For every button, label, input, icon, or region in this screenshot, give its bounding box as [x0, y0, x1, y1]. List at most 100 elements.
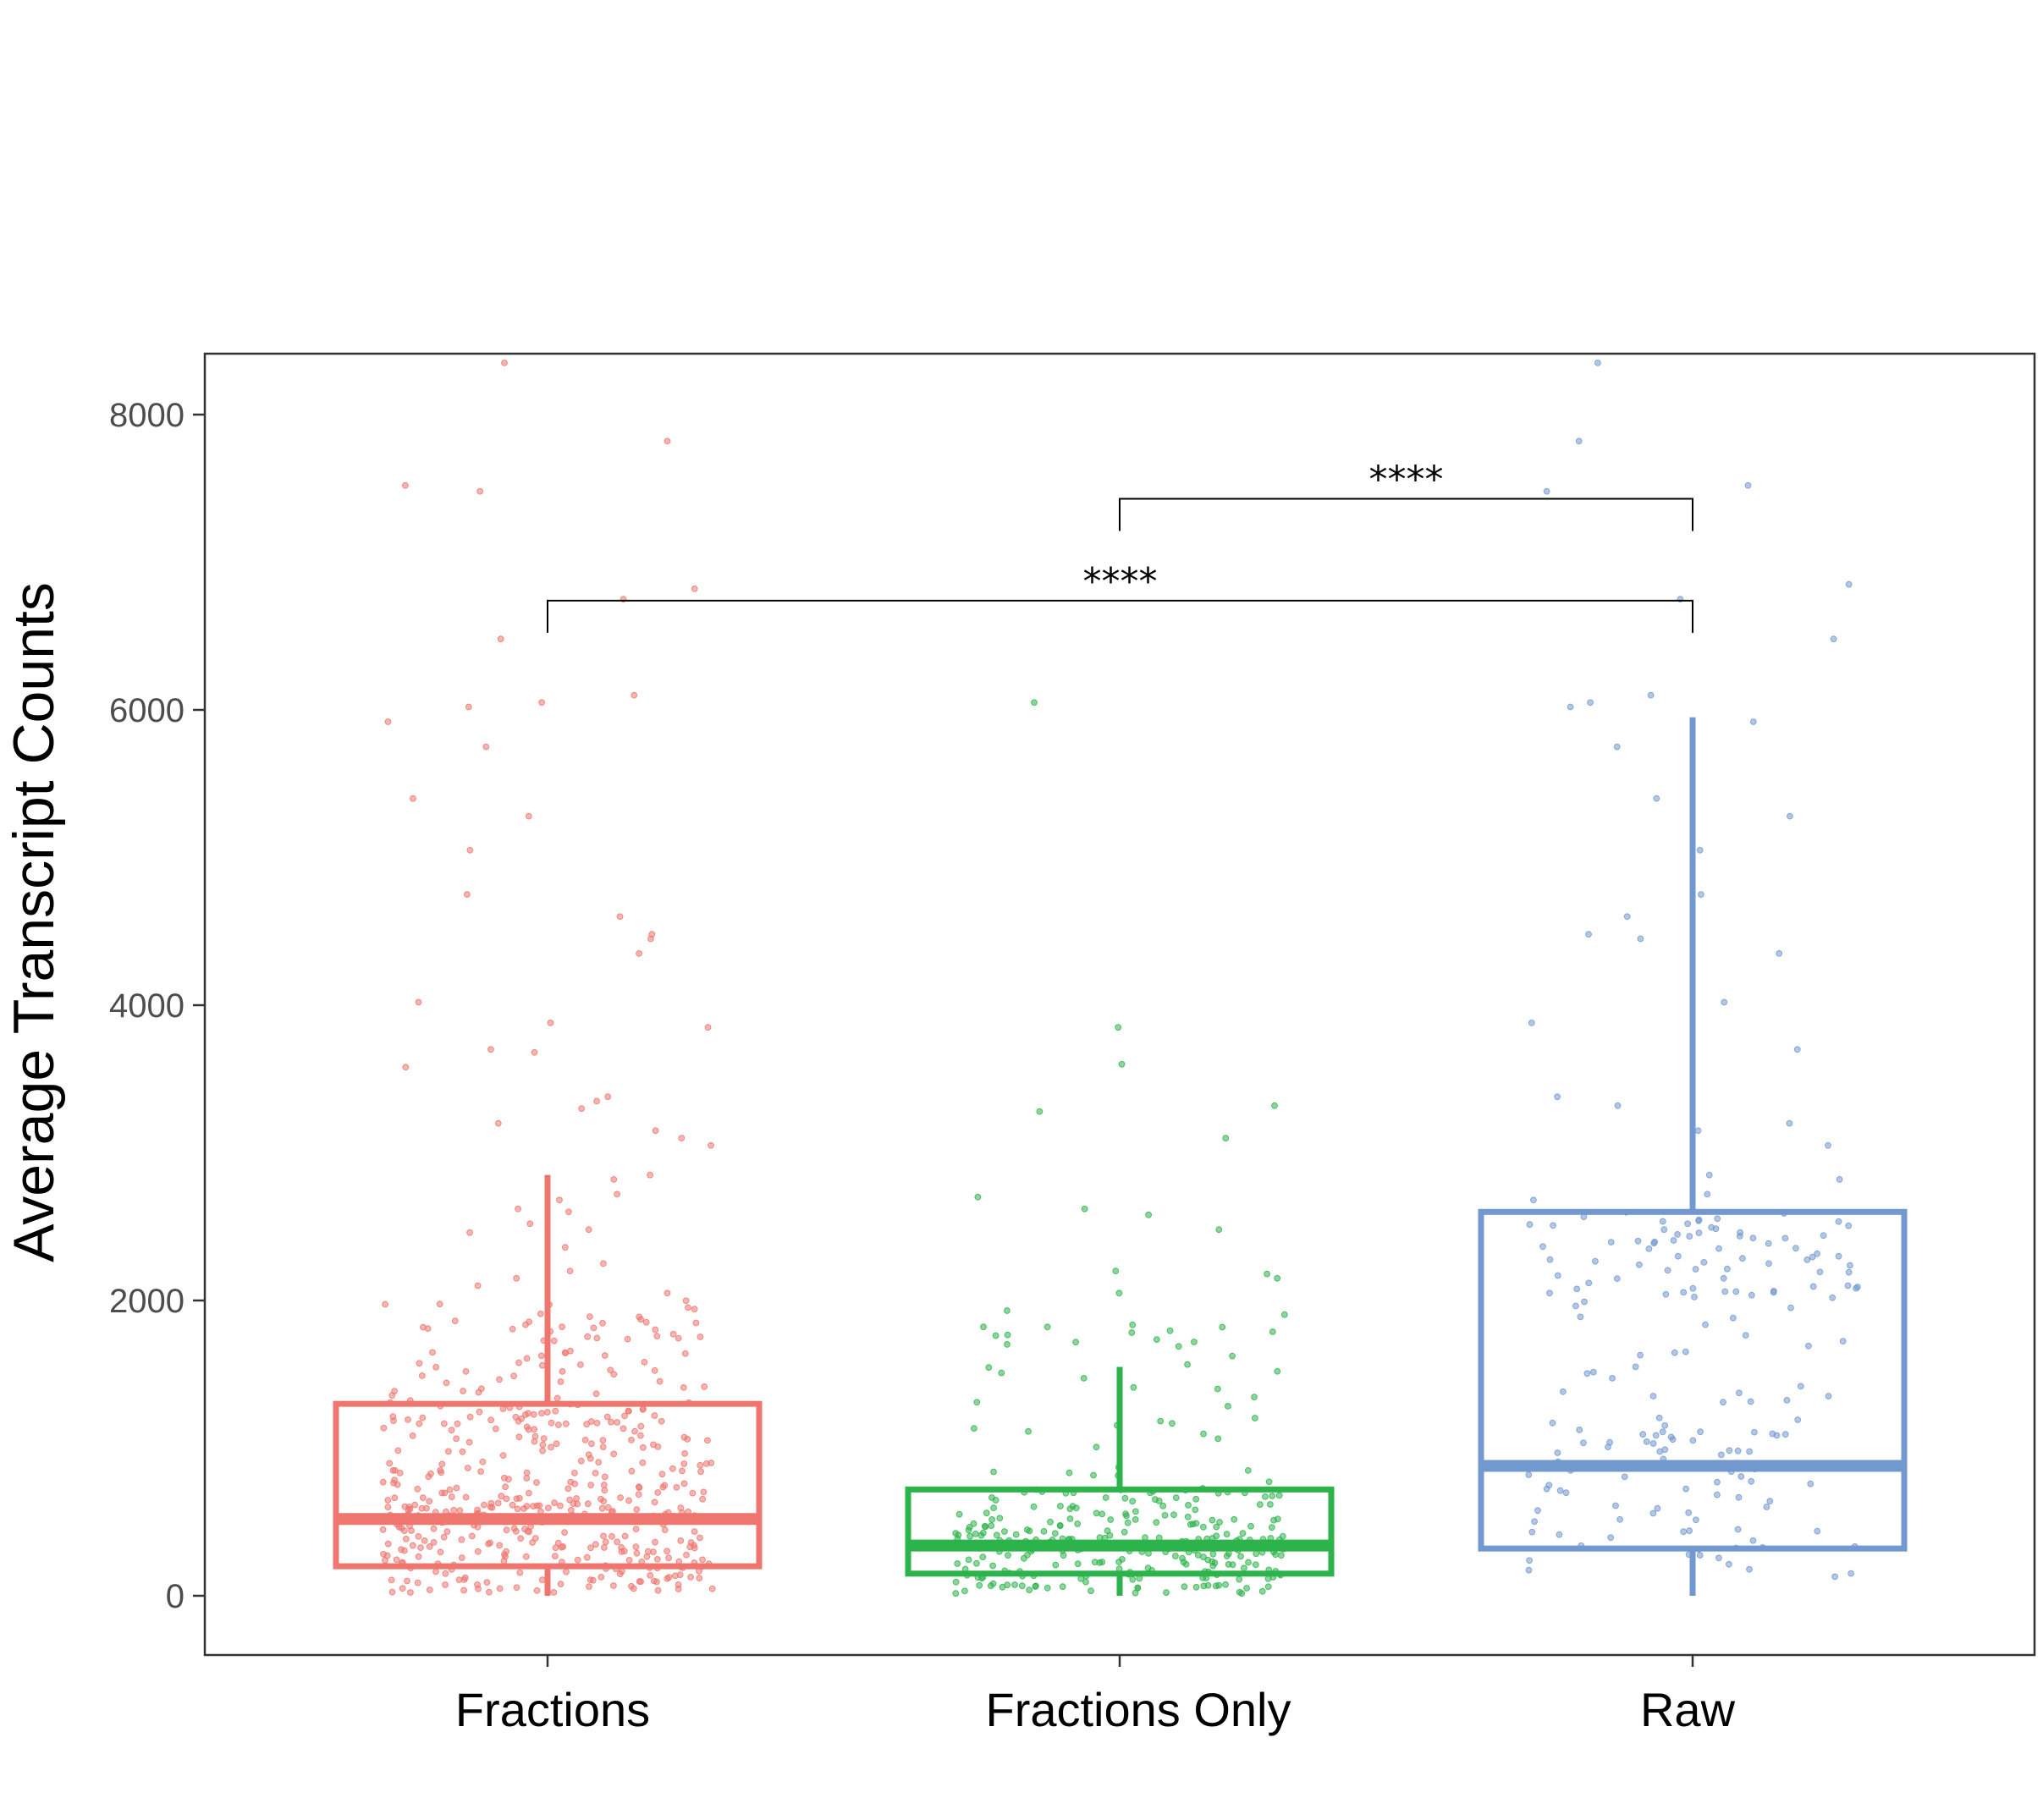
- data-point: [1237, 1553, 1244, 1560]
- data-point: [983, 1509, 990, 1517]
- data-point: [530, 1410, 537, 1418]
- data-point: [1152, 1496, 1159, 1504]
- data-point: [599, 1437, 607, 1444]
- data-point: [581, 1437, 589, 1443]
- data-point: [446, 1486, 454, 1493]
- data-point: [664, 437, 671, 445]
- data-point: [1269, 1328, 1276, 1335]
- data-point: [966, 1524, 973, 1531]
- data-point: [1128, 1329, 1136, 1336]
- data-point: [1225, 1403, 1231, 1410]
- x-axis: Fractions Fractions Only Raw: [455, 1655, 1736, 1736]
- data-point: [1577, 1313, 1584, 1321]
- data-point: [1581, 1298, 1588, 1306]
- data-point: [1077, 1575, 1085, 1582]
- data-point: [391, 1466, 399, 1474]
- data-point: [517, 1535, 525, 1542]
- data-point: [595, 1459, 603, 1465]
- data-point: [1129, 1575, 1137, 1583]
- data-point: [577, 1457, 585, 1465]
- data-point: [1534, 1507, 1541, 1515]
- data-point: [628, 1467, 636, 1475]
- data-point: [1222, 1135, 1230, 1141]
- data-point: [562, 1420, 570, 1427]
- data-point: [624, 1335, 631, 1343]
- data-point: [456, 1507, 464, 1515]
- data-point: [1634, 1237, 1642, 1245]
- data-point: [704, 1437, 711, 1444]
- data-point: [483, 1579, 491, 1586]
- data-point: [637, 1422, 645, 1430]
- data-point: [1004, 1307, 1010, 1314]
- data-point: [1251, 1415, 1258, 1421]
- data-point: [1650, 1240, 1658, 1247]
- data-point: [1594, 360, 1601, 366]
- data-point: [1662, 1290, 1670, 1298]
- data-point: [691, 586, 698, 592]
- data-point: [1182, 1561, 1190, 1568]
- data-point: [955, 1510, 963, 1518]
- data-point: [1689, 1437, 1697, 1444]
- data-point: [1717, 1451, 1725, 1459]
- data-point: [691, 1528, 698, 1535]
- data-point: [512, 1413, 520, 1421]
- data-point: [1766, 1498, 1774, 1505]
- data-point: [1835, 1252, 1842, 1260]
- data-point: [442, 1581, 449, 1588]
- data-point: [531, 1432, 539, 1440]
- data-point: [653, 1578, 660, 1586]
- data-point: [680, 1433, 688, 1441]
- data-point: [1024, 1551, 1031, 1559]
- data-point: [521, 1526, 528, 1533]
- data-point: [708, 1141, 714, 1149]
- data-point: [458, 1536, 465, 1543]
- data-point: [1793, 1046, 1801, 1053]
- data-point: [1844, 1282, 1852, 1289]
- data-point: [450, 1506, 458, 1514]
- data-point: [430, 1539, 438, 1546]
- data-point: [1589, 1368, 1597, 1376]
- data-point: [1580, 1439, 1587, 1447]
- data-point: [559, 1368, 566, 1375]
- data-point: [998, 1369, 1005, 1377]
- data-point: [513, 1274, 520, 1282]
- data-point: [1737, 1473, 1745, 1480]
- data-point: [689, 1489, 697, 1497]
- data-point: [389, 1413, 397, 1421]
- data-point: [1144, 1564, 1152, 1572]
- data-point: [1200, 1553, 1207, 1560]
- data-point: [1671, 1349, 1678, 1356]
- data-point: [482, 743, 490, 751]
- data-point: [680, 1384, 687, 1391]
- data-point: [1680, 1528, 1688, 1536]
- data-point: [436, 1300, 443, 1308]
- x-category-label: Fractions: [455, 1683, 650, 1736]
- data-point: [1831, 1573, 1839, 1581]
- data-point: [553, 1440, 560, 1448]
- data-point: [1572, 1302, 1579, 1310]
- data-point: [1739, 1255, 1746, 1262]
- data-point: [1169, 1420, 1176, 1427]
- data-point: [468, 1532, 476, 1540]
- data-point: [678, 1135, 686, 1141]
- data-point: [1200, 1523, 1207, 1531]
- data-point: [415, 1533, 422, 1540]
- data-point: [574, 1556, 581, 1564]
- data-point: [971, 1425, 977, 1432]
- data-point: [1018, 1582, 1026, 1590]
- data-point: [552, 1553, 559, 1559]
- data-point: [487, 1539, 493, 1547]
- data-point: [966, 1532, 973, 1540]
- data-point: [410, 795, 416, 802]
- data-point: [416, 1360, 423, 1367]
- data-point: [1848, 1570, 1855, 1577]
- data-point: [1124, 1519, 1132, 1526]
- data-point: [952, 1590, 960, 1597]
- data-point: [1704, 1190, 1711, 1198]
- data-point: [477, 1468, 484, 1475]
- data-point: [487, 1046, 494, 1053]
- data-point: [1119, 1556, 1126, 1563]
- data-point: [647, 1171, 653, 1179]
- data-point: [1074, 1560, 1082, 1568]
